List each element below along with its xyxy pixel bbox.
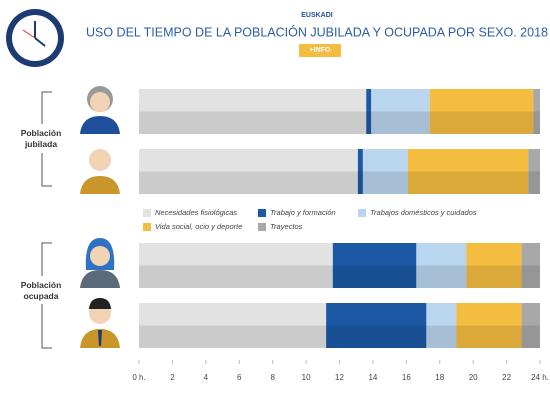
bar-segment xyxy=(357,149,363,194)
x-tick-label: 24 h. xyxy=(531,373,549,382)
info-button[interactable]: +INFO xyxy=(299,44,341,57)
x-tick-label: 0 h. xyxy=(132,373,145,382)
kicker: EUSKADI xyxy=(301,12,333,19)
bar-segment xyxy=(426,303,457,348)
legend-swatch xyxy=(143,209,151,217)
x-tick-label: 10 xyxy=(302,373,311,382)
chart-title: USO DEL TIEMPO DE LA POBLACIÓN JUBILADA … xyxy=(86,24,548,39)
avatar xyxy=(80,238,120,288)
bracket xyxy=(41,91,52,349)
bar-segment xyxy=(326,303,427,348)
bar-segment xyxy=(533,89,540,134)
legend-label: Trabajos domésticos y cuidados xyxy=(370,208,477,217)
bar-segment xyxy=(139,89,367,134)
legend-swatch xyxy=(258,209,266,217)
clock-icon xyxy=(6,9,64,67)
x-tick-label: 8 xyxy=(270,373,275,382)
group-label: Población jubilada xyxy=(20,128,62,149)
legend-swatch xyxy=(143,223,151,231)
x-tick-label: 6 xyxy=(237,373,242,382)
x-tick-label: 18 xyxy=(435,373,444,382)
avatar xyxy=(80,298,120,348)
x-tick-label: 16 xyxy=(402,373,411,382)
x-tick-label: 4 xyxy=(204,373,209,382)
bar-segment xyxy=(139,243,333,288)
legend-swatch xyxy=(258,223,266,231)
avatar xyxy=(80,86,120,134)
group-label: Población ocupada xyxy=(20,280,62,301)
bar-segment xyxy=(416,243,467,288)
bar-segment xyxy=(528,149,540,194)
legend-swatch xyxy=(358,209,366,217)
bar-segment xyxy=(139,149,358,194)
legend-label: Vida social, ocio y deporte xyxy=(155,222,242,231)
x-tick-label: 2 xyxy=(170,373,175,382)
x-tick-label: 14 xyxy=(368,373,377,382)
bar-segment xyxy=(521,303,540,348)
legend-label: Trayectos xyxy=(270,222,303,231)
bar-segment xyxy=(456,303,522,348)
bar-shade xyxy=(139,111,540,134)
x-tick-label: 20 xyxy=(469,373,478,382)
bar-segment xyxy=(466,243,522,288)
bar-segment xyxy=(408,149,529,194)
avatar xyxy=(80,149,120,194)
bar-segment xyxy=(332,243,417,288)
bar-segment xyxy=(139,303,327,348)
legend-label: Trabajo y formación xyxy=(270,208,336,217)
x-tick-label: 12 xyxy=(335,373,344,382)
x-tick-label: 22 xyxy=(502,373,511,382)
bar-segment xyxy=(371,89,430,134)
bar-shade xyxy=(139,265,540,288)
bar-segment xyxy=(429,89,534,134)
bar-segment xyxy=(521,243,540,288)
bar-segment xyxy=(362,149,409,194)
legend-label: Necesidades fisiológicas xyxy=(155,208,237,217)
bar-shade xyxy=(139,325,540,348)
bar-shade xyxy=(139,171,540,194)
bar-segment xyxy=(366,89,372,134)
